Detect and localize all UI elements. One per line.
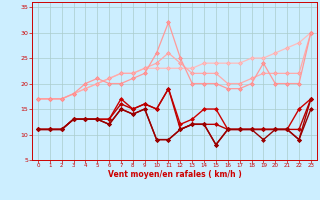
X-axis label: Vent moyen/en rafales ( km/h ): Vent moyen/en rafales ( km/h ) (108, 170, 241, 179)
